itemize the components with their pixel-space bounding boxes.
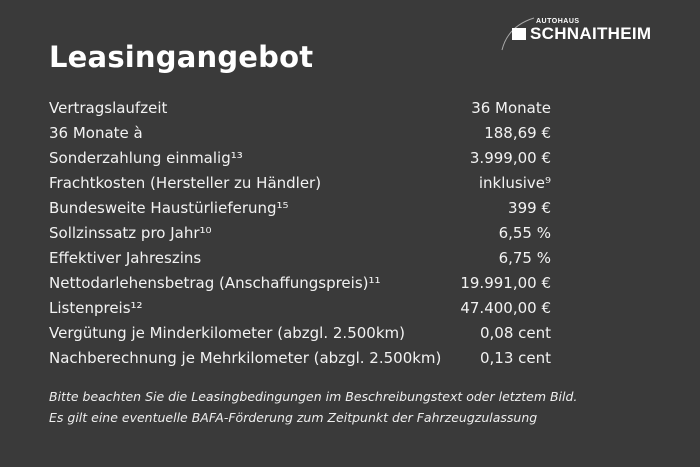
row-value: 6,75 % xyxy=(498,249,551,267)
row-label: Listenpreis¹² xyxy=(49,299,143,317)
row-label: Sonderzahlung einmalig¹³ xyxy=(49,149,243,167)
logo-square-icon xyxy=(512,28,526,40)
row-label: Vertragslaufzeit xyxy=(49,99,168,117)
row-value: 3.999,00 € xyxy=(469,149,551,167)
table-row: Sollzinssatz pro Jahr¹⁰ 6,55 % xyxy=(49,221,551,246)
row-value: 36 Monate xyxy=(471,99,551,117)
table-row: Effektiver Jahreszins 6,75 % xyxy=(49,246,551,271)
table-row: Vertragslaufzeit 36 Monate xyxy=(49,96,551,121)
note-line: Es gilt eine eventuelle BAFA-Förderung z… xyxy=(49,410,538,425)
table-row: Nachberechnung je Mehrkilometer (abzgl. … xyxy=(49,346,551,371)
autohaus-schnaitheim-logo: AUTOHAUS SCHNAITHEIM xyxy=(498,16,652,52)
row-value: inklusive⁹ xyxy=(478,174,551,192)
row-value: 0,08 cent xyxy=(479,324,551,342)
notes: Bitte beachten Sie die Leasingbedingunge… xyxy=(49,386,577,428)
note-line: Bitte beachten Sie die Leasingbedingunge… xyxy=(49,389,578,404)
table-row: Nettodarlehensbetrag (Anschaffungspreis)… xyxy=(49,271,551,296)
table-row: Frachtkosten (Hersteller zu Händler) inkl… xyxy=(49,171,551,196)
logo-big-text: SCHNAITHEIM xyxy=(530,24,652,43)
row-value: 19.991,00 € xyxy=(460,274,551,292)
row-label: 36 Monate à xyxy=(49,124,143,142)
row-value: 399 € xyxy=(508,199,551,217)
logo-small-text: AUTOHAUS xyxy=(536,18,580,25)
table-row: Listenpreis¹² 47.400,00 € xyxy=(49,296,551,321)
row-label: Nettodarlehensbetrag (Anschaffungspreis)… xyxy=(49,274,381,292)
table-row: 36 Monate à 188,69 € xyxy=(49,121,551,146)
page-title: Leasingangebot xyxy=(49,40,314,74)
table-row: Vergütung je Minderkilometer (abzgl. 2.5… xyxy=(49,321,551,346)
leasing-table: Vertragslaufzeit 36 Monate 36 Monate à 188,… xyxy=(49,96,551,371)
table-row: Sonderzahlung einmalig¹³ 3.999,00 € xyxy=(49,146,551,171)
row-value: 47.400,00 € xyxy=(460,299,551,317)
table-row: Bundesweite Haustürlieferung¹⁵ 399 € xyxy=(49,196,551,221)
row-label: Vergütung je Minderkilometer (abzgl. 2.5… xyxy=(49,324,405,342)
row-value: 188,69 € xyxy=(484,124,551,142)
row-label: Bundesweite Haustürlieferung¹⁵ xyxy=(49,199,289,217)
row-label: Effektiver Jahreszins xyxy=(49,249,202,267)
row-label: Frachtkosten (Hersteller zu Händler) xyxy=(49,174,322,192)
row-value: 6,55 % xyxy=(498,224,551,242)
row-label: Nachberechnung je Mehrkilometer (abzgl. … xyxy=(49,349,442,367)
row-value: 0,13 cent xyxy=(479,349,551,367)
row-label: Sollzinssatz pro Jahr¹⁰ xyxy=(49,224,212,242)
